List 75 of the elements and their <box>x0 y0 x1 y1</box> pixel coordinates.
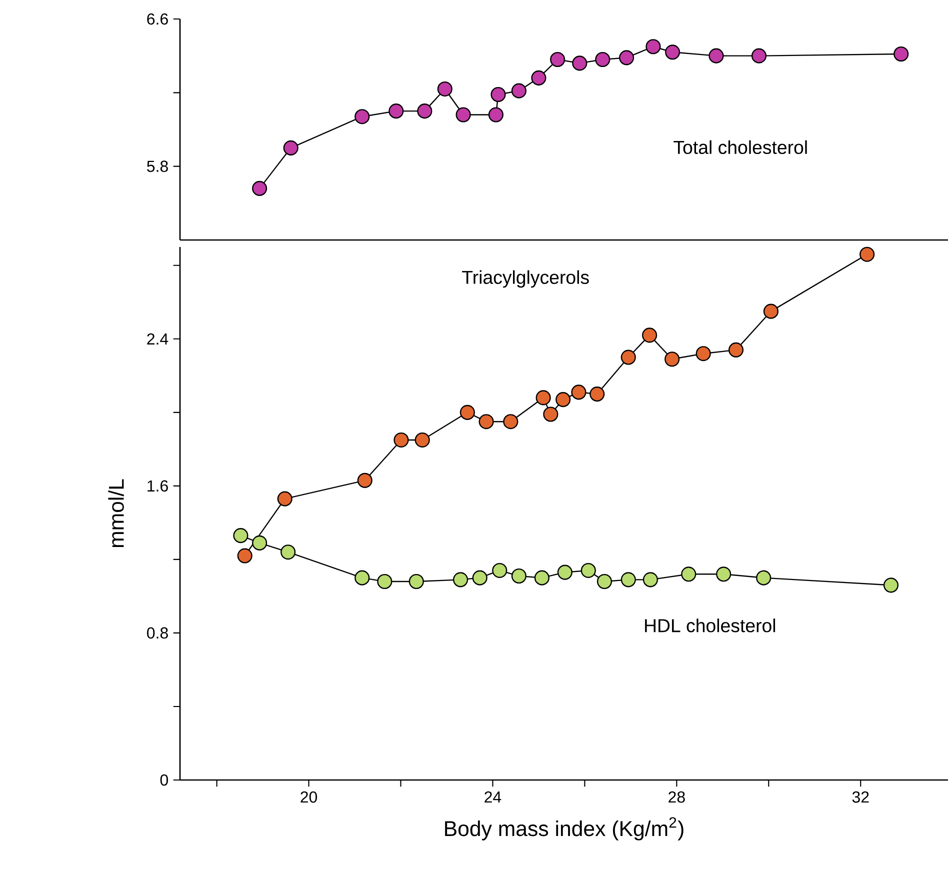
point <box>478 414 494 430</box>
point <box>860 246 875 262</box>
point <box>237 548 252 564</box>
point <box>646 39 661 54</box>
point <box>453 572 468 588</box>
point <box>572 56 588 71</box>
point <box>664 352 680 367</box>
point <box>357 472 372 488</box>
y-axis-title: mmol/L <box>108 479 124 548</box>
point <box>620 572 636 588</box>
point <box>408 574 424 590</box>
point <box>492 562 508 578</box>
x-tick-label: 28 <box>668 791 685 803</box>
point <box>716 566 732 582</box>
y-tick-label: 6.6 <box>147 13 168 25</box>
point <box>556 392 571 408</box>
point <box>557 564 572 580</box>
y-tick-label: 5.8 <box>147 160 168 172</box>
point <box>472 570 488 586</box>
annotation: HDL cholesterol <box>645 618 776 632</box>
point <box>665 44 680 60</box>
point <box>511 568 526 584</box>
point <box>283 140 298 156</box>
point <box>437 81 452 97</box>
point <box>708 48 724 64</box>
point <box>543 406 558 422</box>
point <box>252 535 268 550</box>
point <box>883 578 899 593</box>
point <box>233 528 248 544</box>
point <box>490 86 506 102</box>
point <box>642 572 658 588</box>
point <box>503 414 518 430</box>
annotation: Triacylglycerols <box>462 270 589 288</box>
point <box>596 574 612 590</box>
point <box>595 52 610 68</box>
point <box>531 70 546 86</box>
point <box>550 52 566 68</box>
point <box>756 570 772 586</box>
point <box>571 384 586 400</box>
point <box>511 83 526 98</box>
point <box>488 107 504 122</box>
point <box>460 404 475 420</box>
point <box>642 328 658 343</box>
point <box>354 109 370 124</box>
x-tick-label: 20 <box>300 791 318 803</box>
y-tick-label: 2.4 <box>147 333 168 344</box>
point <box>620 350 636 365</box>
point <box>377 574 392 590</box>
y-tick-label: 0.8 <box>147 627 168 639</box>
point <box>751 48 767 64</box>
point <box>763 304 778 319</box>
point <box>681 566 696 582</box>
point <box>534 570 550 586</box>
point <box>456 107 471 122</box>
y-tick-label: 0 <box>160 774 168 786</box>
x-axis-title: Body mass index (Kg/m$^{2}$) <box>445 817 684 840</box>
y-tick-label: 1.6 <box>148 480 168 492</box>
x-tick-label: 32 <box>852 791 869 803</box>
point <box>414 432 430 448</box>
point <box>590 386 605 402</box>
annotation: Total cholesterol <box>674 140 807 154</box>
point <box>619 50 634 66</box>
point <box>277 491 292 506</box>
point <box>894 46 909 62</box>
x-tick-label: 24 <box>484 791 502 803</box>
point <box>417 104 432 119</box>
point <box>388 104 404 119</box>
point <box>728 342 744 358</box>
point <box>536 390 551 406</box>
point <box>354 570 370 586</box>
point <box>252 180 268 196</box>
point <box>696 346 711 362</box>
point <box>394 432 409 448</box>
point <box>580 562 596 578</box>
point <box>280 544 296 560</box>
